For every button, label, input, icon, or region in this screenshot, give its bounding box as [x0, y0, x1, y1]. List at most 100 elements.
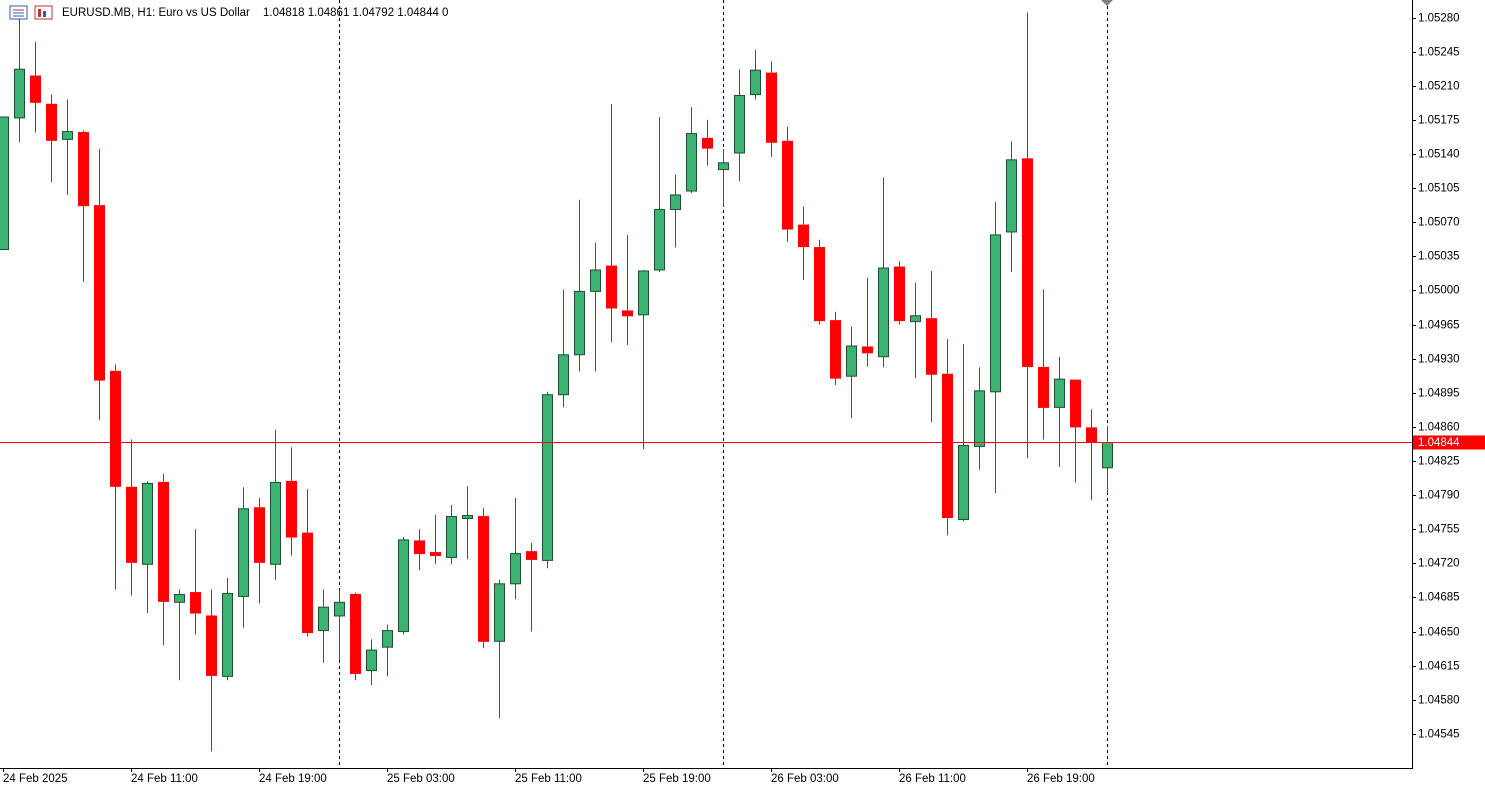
symbol-icon[interactable]: [34, 5, 53, 20]
candle-body: [974, 390, 985, 447]
y-tick-label: 1.05035: [1418, 251, 1460, 263]
candle-body: [1086, 427, 1097, 443]
y-tick-label: 1.04720: [1418, 558, 1460, 570]
icon-bar: [43, 11, 46, 17]
y-tick-label: 1.05245: [1418, 47, 1460, 59]
candle-body: [1022, 158, 1033, 367]
x-tick-label: 25 Feb 19:00: [643, 773, 711, 785]
candle-body: [334, 601, 345, 617]
chart-icon[interactable]: [9, 5, 28, 20]
y-tick-label: 1.04965: [1418, 320, 1460, 332]
candle-body: [718, 162, 729, 171]
y-tick-label: 1.04755: [1418, 524, 1460, 536]
candle-body: [446, 516, 457, 558]
candle-body: [910, 315, 921, 323]
x-tick-label: 26 Feb 03:00: [771, 773, 839, 785]
y-tick-label: 1.04545: [1418, 729, 1460, 741]
candle-body: [798, 224, 809, 248]
y-tick-label: 1.05070: [1418, 217, 1460, 229]
candle-body: [302, 532, 313, 634]
plot-area: [0, 0, 1412, 768]
last-price-box: [1413, 435, 1485, 450]
x-tick-label: 24 Feb 11:00: [131, 773, 198, 785]
candle-body: [270, 481, 281, 565]
candle-body: [670, 194, 681, 211]
candle-body: [750, 69, 761, 96]
x-tick-label: 24 Feb 19:00: [259, 773, 327, 785]
candle-body: [190, 592, 201, 614]
y-tick-label: 1.05000: [1418, 285, 1460, 297]
candle-body: [1070, 379, 1081, 428]
candle-body: [846, 345, 857, 377]
candle-body: [638, 270, 649, 316]
candle-body: [350, 594, 361, 674]
candle-body: [462, 515, 473, 519]
y-tick-label: 1.05175: [1418, 115, 1460, 127]
candle-body: [814, 247, 825, 322]
candle-body: [926, 318, 937, 375]
candle-body: [222, 593, 233, 677]
candle-body: [30, 75, 41, 103]
shift-marker[interactable]: [1101, 0, 1113, 6]
candle-body: [702, 137, 713, 149]
candle-body: [574, 290, 585, 356]
y-tick-label: 1.04860: [1418, 422, 1460, 434]
candle-body: [526, 551, 537, 560]
candle-body: [1102, 441, 1113, 469]
candle-body: [14, 68, 25, 119]
candle-body: [830, 320, 841, 379]
candle-body: [206, 615, 217, 676]
candle-body: [0, 116, 9, 251]
y-tick-label: 1.05140: [1418, 149, 1460, 161]
chart-title: EURUSD.MB, H1: Euro vs US Dollar: [62, 7, 250, 19]
x-tick-label: 26 Feb 19:00: [1027, 773, 1095, 785]
candle-body: [686, 133, 697, 192]
candle-body: [398, 539, 409, 633]
y-tick-label: 1.04615: [1418, 661, 1460, 673]
candle-body: [430, 552, 441, 557]
candle-body: [590, 269, 601, 292]
candle-body: [942, 373, 953, 519]
candle-body: [622, 310, 633, 317]
candle-body: [894, 266, 905, 322]
candle-body: [110, 370, 121, 487]
candle-body: [542, 394, 553, 561]
candle-body: [126, 486, 137, 563]
y-tick-label: 1.04580: [1418, 695, 1460, 707]
candle-body: [382, 630, 393, 648]
candle-body: [142, 482, 153, 565]
candle-body: [158, 481, 169, 602]
y-tick-label: 1.04930: [1418, 354, 1460, 366]
x-tick-label: 25 Feb 03:00: [387, 773, 455, 785]
candle-body: [238, 508, 249, 597]
candle-body: [94, 205, 105, 381]
y-tick-label: 1.04790: [1418, 490, 1460, 502]
candle-body: [862, 346, 873, 354]
y-tick-label: 1.05105: [1418, 183, 1460, 195]
y-tick-label: 1.04825: [1418, 456, 1460, 468]
x-tick-label: 26 Feb 11:00: [899, 773, 966, 785]
candle-body: [654, 209, 665, 271]
x-tick-label: 24 Feb 2025: [3, 773, 68, 785]
candle-body: [318, 606, 329, 632]
x-tick-label: 25 Feb 11:00: [515, 773, 582, 785]
candle-body: [782, 140, 793, 230]
candle-body: [174, 594, 185, 603]
candle-body: [878, 267, 889, 358]
candle-body: [46, 103, 57, 141]
candle-body: [606, 265, 617, 309]
candle-body: [254, 507, 265, 563]
candle-body: [510, 553, 521, 585]
candle-body: [78, 132, 89, 207]
candle-body: [286, 480, 297, 538]
last-price-label: 1.04844: [1418, 437, 1460, 449]
candle-body: [734, 95, 745, 154]
candle-body: [766, 72, 777, 143]
y-tick-label: 1.05210: [1418, 81, 1460, 93]
y-tick-label: 1.04650: [1418, 627, 1460, 639]
ohlc-readout: 1.04818 1.04861 1.04792 1.04844 0: [263, 7, 448, 19]
candle-body: [1054, 378, 1065, 408]
candle-body: [1006, 159, 1017, 233]
